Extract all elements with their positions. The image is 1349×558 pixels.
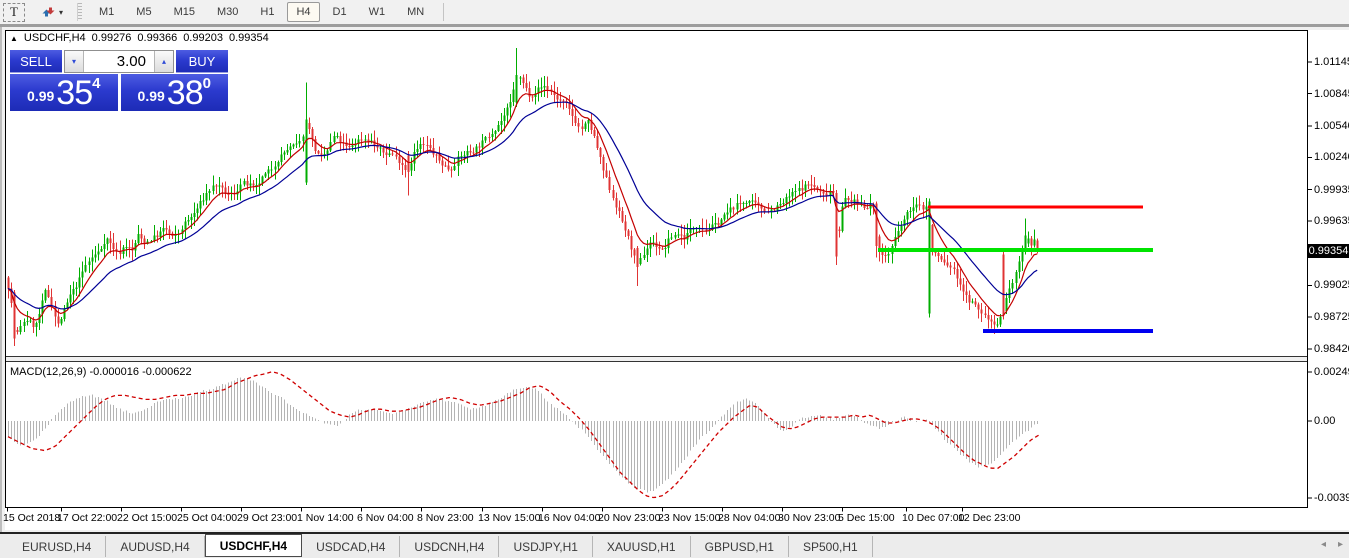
chart-tabs-bar: EURUSD,H4 AUDUSD,H4 USDCHF,H4 USDCAD,H4 USDC… bbox=[0, 532, 1349, 558]
volume-decrease-button[interactable]: ▾ bbox=[65, 51, 84, 72]
toolbar-drag-handle[interactable] bbox=[77, 3, 83, 21]
text-label-tool-button[interactable]: T bbox=[3, 2, 25, 22]
chart-tab-usdcnh[interactable]: USDCNH,H4 bbox=[400, 536, 500, 557]
time-axis-label: 16 Nov 04:00 bbox=[538, 512, 601, 524]
arrow-objects-tool-button[interactable]: ▾ bbox=[37, 2, 67, 22]
time-axis-label: 28 Nov 04:00 bbox=[718, 512, 781, 524]
time-axis-label: 15 Oct 2018 bbox=[3, 512, 61, 524]
chart-frame bbox=[5, 30, 1308, 508]
chart-title-bar: ▲ USDCHF,H4 0.99276 0.99366 0.99203 0.99… bbox=[10, 32, 269, 44]
macd-indicator-label: MACD(12,26,9) -0.000016 -0.000622 bbox=[10, 366, 192, 378]
timeframe-button-h1[interactable]: H1 bbox=[251, 2, 283, 22]
time-axis-label: 10 Dec 07:00 bbox=[902, 512, 965, 524]
volume-increase-button[interactable]: ▴ bbox=[154, 51, 173, 72]
toolbar-separator bbox=[443, 3, 445, 21]
time-axis-label: 22 Oct 15:00 bbox=[117, 512, 178, 524]
chart-tab-xauusd[interactable]: XAUUSD,H1 bbox=[593, 536, 691, 557]
buy-price-prefix: 0.99 bbox=[137, 88, 165, 104]
chart-tab-usdchf[interactable]: USDCHF,H4 bbox=[204, 534, 303, 557]
buy-price-button[interactable]: 0.99 38 0 bbox=[120, 74, 228, 112]
ohlc-open: 0.99276 bbox=[91, 32, 132, 44]
time-axis-label: 8 Nov 23:00 bbox=[417, 512, 474, 524]
buy-price-big-digits: 38 bbox=[166, 74, 204, 112]
time-axis-label: 29 Oct 23:00 bbox=[237, 512, 298, 524]
window-left-edge bbox=[0, 27, 2, 558]
sell-button[interactable]: SELL bbox=[10, 50, 62, 73]
ohlc-high: 0.99366 bbox=[137, 32, 178, 44]
chart-tab-gbpusd[interactable]: GBPUSD,H1 bbox=[691, 536, 789, 557]
timeframe-button-m15[interactable]: M15 bbox=[165, 2, 204, 22]
timeframe-button-m5[interactable]: M5 bbox=[127, 2, 160, 22]
time-axis-label: 30 Nov 23:00 bbox=[778, 512, 841, 524]
price-axis-label: 1.00845 bbox=[1314, 88, 1349, 100]
time-axis-label: 23 Nov 15:00 bbox=[658, 512, 721, 524]
chart-tab-audusd[interactable]: AUDUSD,H4 bbox=[106, 536, 205, 557]
timeframe-button-m1[interactable]: M1 bbox=[90, 2, 123, 22]
chart-tab-sp500[interactable]: SP500,H1 bbox=[789, 536, 873, 557]
macd-axis-label: 0.002492 bbox=[1314, 366, 1349, 378]
sell-price-pipette: 4 bbox=[92, 75, 101, 92]
objects-arrows-icon bbox=[42, 7, 55, 17]
price-axis-label: 1.01145 bbox=[1314, 56, 1349, 68]
timeframe-button-mn[interactable]: MN bbox=[398, 2, 433, 22]
time-axis-label: 13 Nov 15:00 bbox=[478, 512, 541, 524]
macd-layer bbox=[8, 377, 1038, 493]
timeframe-button-d1[interactable]: D1 bbox=[324, 2, 356, 22]
toolbar-bottom-edge bbox=[0, 24, 1349, 27]
timeframe-button-m30[interactable]: M30 bbox=[208, 2, 247, 22]
time-axis-label: 6 Nov 04:00 bbox=[357, 512, 414, 524]
sell-price-button[interactable]: 0.99 35 4 bbox=[10, 74, 118, 111]
time-axis-label: 25 Oct 04:00 bbox=[177, 512, 238, 524]
timeframe-button-h4[interactable]: H4 bbox=[287, 2, 320, 22]
timeframe-button-w1[interactable]: W1 bbox=[360, 2, 395, 22]
collapse-triangle-icon: ▲ bbox=[10, 33, 18, 43]
toolbar: T ▾ M1 M5 M15 M30 H1 H4 D1 W1 MN bbox=[0, 0, 1349, 24]
chevron-down-icon: ▾ bbox=[59, 7, 64, 17]
time-axis-label: 12 Dec 23:00 bbox=[958, 512, 1021, 524]
tab-scroll-left-icon[interactable]: ◂ bbox=[1320, 539, 1326, 550]
time-axis-label: 20 Nov 23:00 bbox=[598, 512, 661, 524]
sell-price-prefix: 0.99 bbox=[27, 88, 55, 104]
ohlc-low: 0.99203 bbox=[183, 32, 223, 44]
chart-tab-usdcad[interactable]: USDCAD,H4 bbox=[302, 536, 401, 557]
macd-axis-label: 0.00 bbox=[1314, 415, 1336, 427]
one-click-trading-panel: SELL ▾ 3.00 ▴ BUY 0.99 35 4 0.99 38 0 bbox=[10, 50, 228, 111]
ohlc-close: 0.99354 bbox=[228, 32, 269, 44]
volume-input[interactable]: 3.00 bbox=[84, 51, 154, 72]
price-axis-label: 0.99025 bbox=[1314, 279, 1349, 291]
chart-tab-usdjpy[interactable]: USDJPY,H1 bbox=[499, 536, 593, 557]
tab-scroll-arrows: ◂ ▸ bbox=[1321, 539, 1343, 550]
time-axis-label: 17 Oct 22:00 bbox=[57, 512, 118, 524]
time-axis-label: 5 Dec 15:00 bbox=[838, 512, 895, 524]
chart-tab-eurusd[interactable]: EURUSD,H4 bbox=[8, 536, 107, 557]
price-axis-label: 0.99935 bbox=[1314, 184, 1349, 196]
text-tool-icon: T bbox=[10, 4, 18, 19]
chart-symbol-period: USDCHF,H4 bbox=[23, 32, 86, 44]
timeframe-buttons: M1 M5 M15 M30 H1 H4 D1 W1 MN bbox=[90, 2, 433, 22]
sell-price-big-digits: 35 bbox=[56, 74, 93, 112]
tab-scroll-right-icon[interactable]: ▸ bbox=[1337, 539, 1343, 550]
volume-stepper: ▾ 3.00 ▴ bbox=[64, 50, 174, 73]
buy-button[interactable]: BUY bbox=[176, 50, 228, 73]
price-axis-label: 0.98725 bbox=[1314, 311, 1349, 323]
price-axis-label: 0.99635 bbox=[1314, 215, 1349, 227]
current-price-badge: 0.99354 bbox=[1308, 244, 1349, 258]
time-axis-label: 1 Nov 14:00 bbox=[297, 512, 354, 524]
moving-averages-layer bbox=[7, 89, 1038, 321]
buy-price-pipette: 0 bbox=[202, 75, 211, 92]
price-axis-label: 1.00540 bbox=[1314, 120, 1349, 132]
